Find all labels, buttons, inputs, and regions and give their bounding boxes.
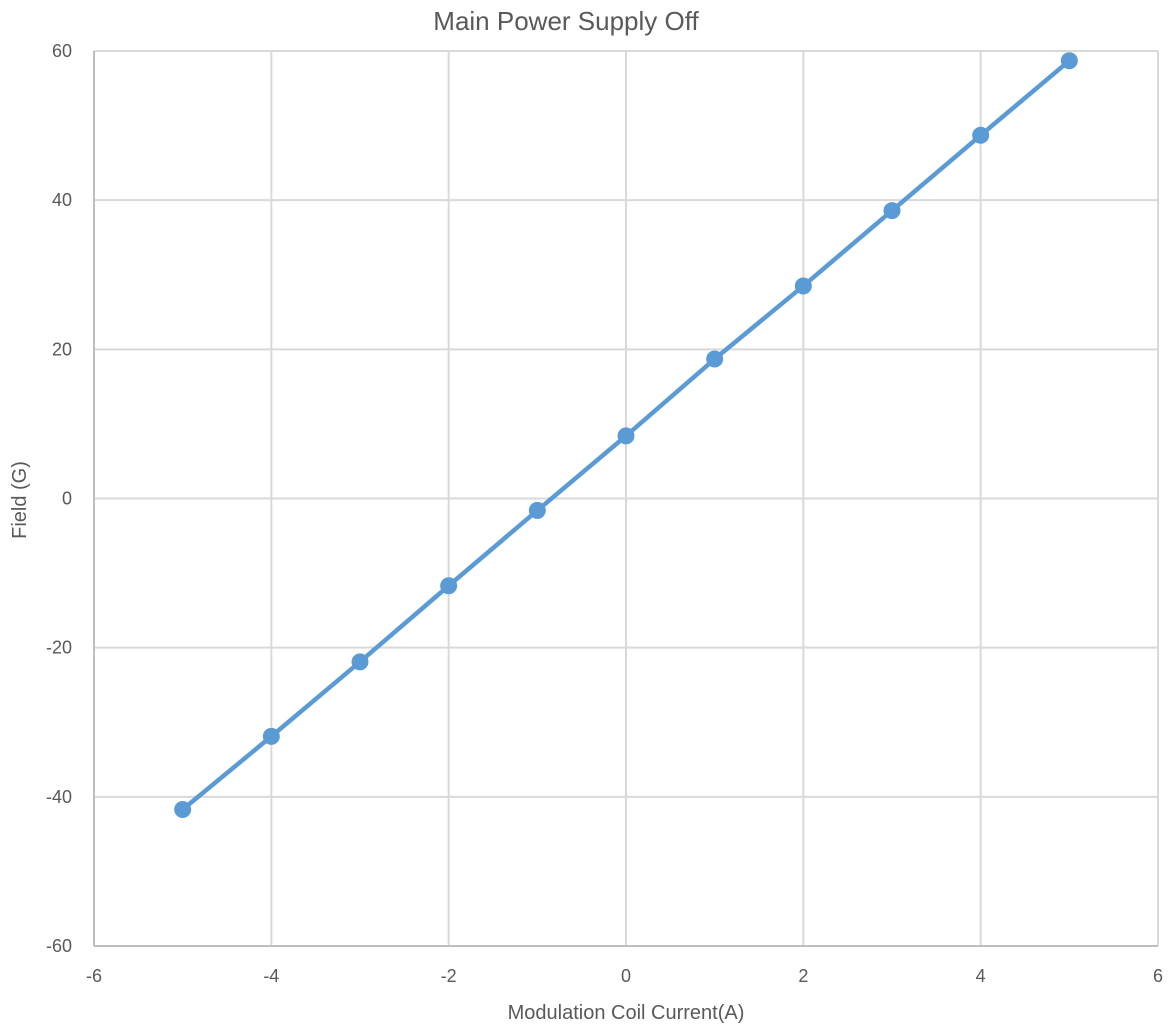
data-point	[174, 801, 192, 819]
data-point	[440, 577, 458, 595]
data-point	[883, 202, 901, 220]
axes	[93, 51, 1158, 947]
x-tick-label: -6	[86, 966, 102, 986]
chart-title: Main Power Supply Off	[433, 6, 699, 36]
x-tick-label: 0	[621, 966, 631, 986]
y-tick-label: 20	[52, 339, 72, 359]
data-point	[351, 653, 369, 671]
data-point	[528, 501, 546, 519]
grid	[94, 50, 1159, 946]
data-point	[1060, 52, 1078, 70]
y-axis-title: Field (G)	[9, 461, 31, 539]
data-point	[794, 277, 812, 295]
data-point	[262, 727, 280, 745]
series	[174, 52, 1078, 819]
y-tick-label: 0	[62, 489, 72, 509]
y-tick-label: 60	[52, 41, 72, 61]
x-tick-label: 4	[976, 966, 986, 986]
y-tick-label: -40	[46, 787, 72, 807]
x-tick-label: 2	[798, 966, 808, 986]
y-tick-label: -60	[46, 936, 72, 956]
x-axis-title: Modulation Coil Current(A)	[508, 1002, 745, 1024]
data-point	[617, 427, 635, 445]
x-tick-label: 6	[1153, 966, 1163, 986]
data-point	[972, 126, 990, 144]
y-tick-label: -20	[46, 638, 72, 658]
x-tick-label: -4	[263, 966, 279, 986]
data-point	[706, 350, 724, 368]
x-tick-label: -2	[441, 966, 457, 986]
y-tick-label: 40	[52, 190, 72, 210]
